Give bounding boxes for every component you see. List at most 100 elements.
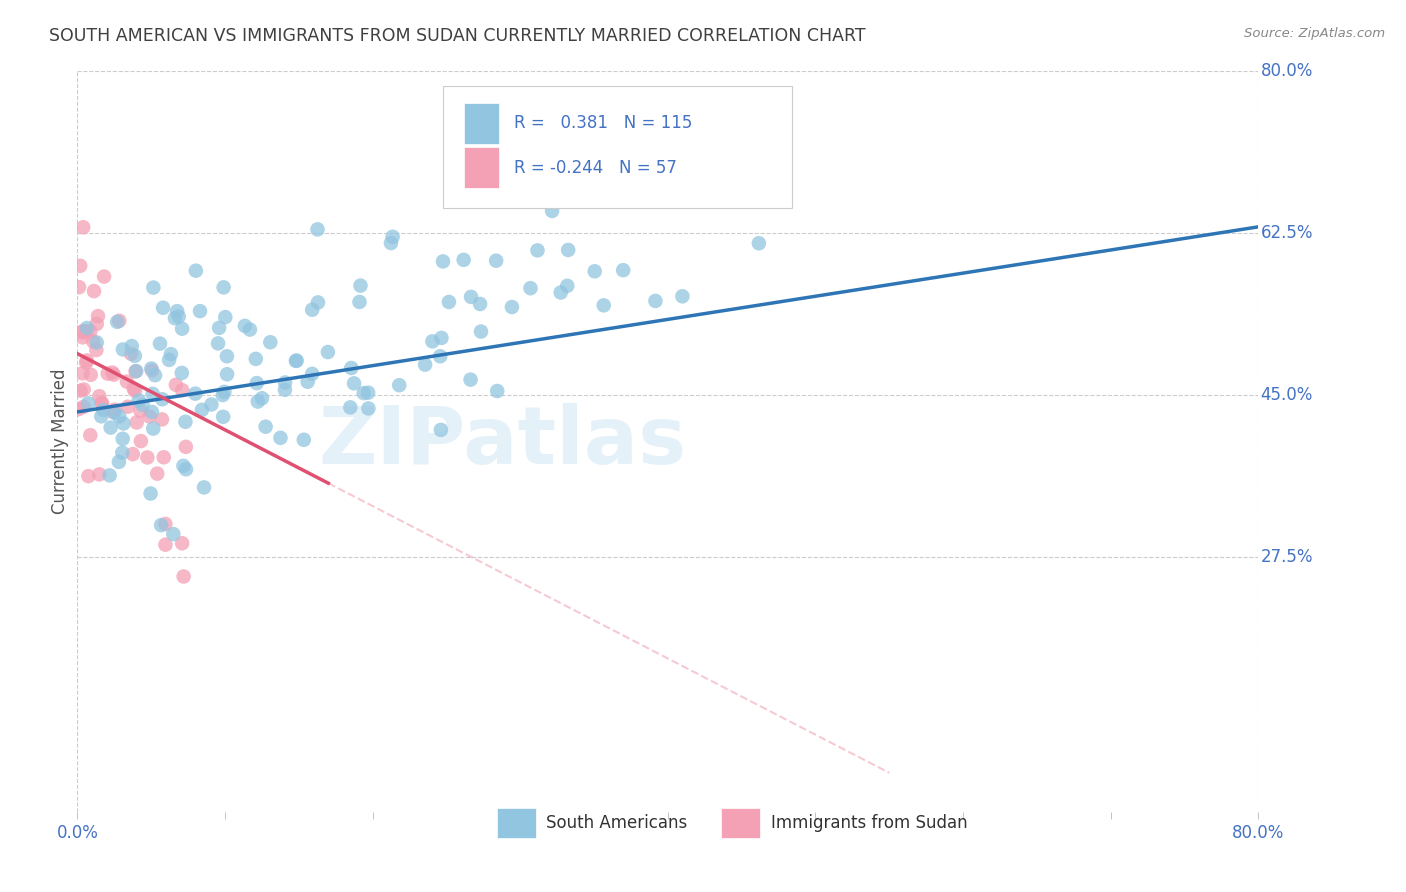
Point [101,404,124,418]
Point [86,335,108,350]
Point [72,330,94,344]
Point [152,450,174,465]
Text: Immigrants from Sudan: Immigrants from Sudan [770,814,967,832]
Point [429,349,451,363]
Point [121,339,143,353]
Point [108,409,131,424]
FancyBboxPatch shape [464,147,499,188]
Point [212,409,235,424]
Point [214,310,236,325]
Point [73,383,96,397]
Point [357,401,380,416]
Point [343,376,366,391]
Point [430,331,453,345]
Text: R =   0.381   N = 115: R = 0.381 N = 115 [515,114,693,132]
Point [246,394,269,409]
Point [193,480,215,494]
Point [460,373,482,387]
Point [162,527,184,541]
Point [212,280,235,294]
Point [340,361,363,376]
Point [307,222,329,236]
Point [550,285,572,300]
Point [72,326,94,340]
Text: Source: ZipAtlas.com: Source: ZipAtlas.com [1244,27,1385,40]
Point [77,469,100,483]
Point [75,324,97,338]
Point [67,402,90,417]
Point [150,412,173,426]
Point [555,278,578,293]
Point [246,376,269,390]
Point [501,300,523,314]
Point [131,398,153,412]
Point [165,377,187,392]
Point [297,375,319,389]
Point [69,259,91,273]
Point [285,353,308,368]
Point [184,386,207,401]
Point [307,295,329,310]
Point [174,440,197,454]
Point [245,351,267,366]
Point [413,358,436,372]
Point [259,335,281,350]
Text: 45.0%: 45.0% [1261,386,1313,404]
Point [292,433,315,447]
Point [117,400,139,414]
Point [91,396,114,410]
Point [188,304,211,318]
Point [93,403,115,417]
Point [357,385,380,400]
Point [142,280,165,294]
Point [208,321,231,335]
Point [104,402,127,417]
Point [125,416,148,430]
Point [77,396,100,410]
Point [519,281,541,295]
Point [115,375,138,389]
Point [143,368,166,383]
Point [120,347,142,361]
Point [301,302,323,317]
Point [160,347,183,361]
Point [254,419,277,434]
Point [207,336,229,351]
Point [437,295,460,310]
Point [76,321,98,335]
Point [172,383,194,397]
Point [233,318,256,333]
Point [468,297,491,311]
Point [349,294,371,309]
Point [93,269,115,284]
Point [141,405,163,419]
FancyBboxPatch shape [496,808,536,838]
Point [486,384,509,398]
Point [381,229,404,244]
Point [105,315,128,329]
Point [163,311,186,326]
Point [73,400,96,414]
Point [98,468,121,483]
Point [103,368,125,382]
Point [155,538,177,552]
Point [250,391,273,405]
Point [301,367,323,381]
Point [200,397,222,411]
Text: 62.5%: 62.5% [1261,224,1313,243]
Point [142,421,165,435]
Text: 80.0%: 80.0% [1261,62,1313,80]
Point [97,367,120,381]
Point [90,409,112,424]
Point [139,486,162,500]
Point [284,354,307,368]
Point [124,349,146,363]
Point [432,254,454,268]
Point [108,455,131,469]
Point [316,345,339,359]
Point [671,289,693,303]
Point [103,406,125,420]
Point [453,252,475,267]
Point [172,458,194,473]
Point [142,386,165,401]
